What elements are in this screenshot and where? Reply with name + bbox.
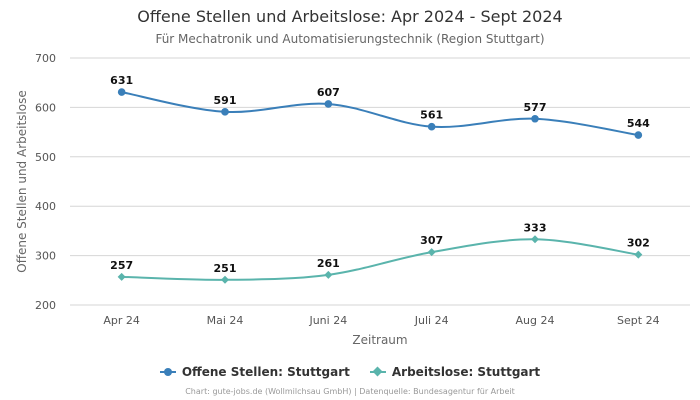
chart-credits: Chart: gute-jobs.de (Wollmilchsau GmbH) … — [185, 387, 515, 396]
line-chart: 200 300 400 500 600 700 Apr 24 Mai 24 Juni 24 Ju… — [15, 52, 690, 347]
legend-item-offene-stellen[interactable]: Offene Stellen: Stuttgart — [159, 365, 350, 379]
data-point-arbeitslose-juni-24[interactable] — [324, 270, 333, 279]
data-label-arbeitslose-apr-24: 257 — [110, 259, 133, 272]
data-point-arbeitslose-aug-24[interactable] — [531, 235, 539, 244]
chart-subtitle: Für Mechatronik und Automatisierungstech… — [155, 32, 545, 46]
data-label-offene-stellen-aug-24: 577 — [524, 101, 547, 114]
legend-diamond-icon — [369, 367, 386, 377]
series-line-offene-stellen — [121, 91, 639, 137]
data-point-offene-stellen-sept-24[interactable] — [634, 131, 643, 139]
data-point-offene-stellen-aug-24[interactable] — [531, 114, 539, 123]
grid-lines — [70, 57, 690, 306]
legend-label-offene-stellen: Offene Stellen: Stuttgart — [181, 365, 350, 379]
data-label-offene-stellen-juli-24: 561 — [420, 109, 443, 122]
x-tick-apr-24: Apr 24 — [103, 314, 140, 327]
data-point-offene-stellen-mai-24[interactable] — [221, 108, 229, 116]
data-label-arbeitslose-aug-24: 333 — [524, 221, 547, 234]
x-tick-aug-24: Aug 24 — [516, 314, 555, 327]
y-axis-ticks: 200 300 400 500 600 700 — [35, 52, 56, 312]
data-label-arbeitslose-sept-24: 302 — [627, 237, 650, 250]
y-tick-700: 700 — [35, 52, 56, 65]
y-axis-title: Offene Stellen und Arbeitslose — [15, 90, 29, 272]
legend-label-arbeitslose: Arbeitslose: Stuttgart — [391, 365, 541, 379]
y-tick-200: 200 — [35, 299, 56, 312]
data-label-arbeitslose-juli-24: 307 — [420, 234, 443, 247]
data-label-offene-stellen-sept-24: 544 — [627, 117, 650, 130]
data-point-arbeitslose-sept-24[interactable] — [634, 250, 643, 259]
x-axis-title: Zeitraum — [352, 333, 407, 347]
x-tick-sept-24: Sept 24 — [617, 314, 660, 327]
data-label-arbeitslose-mai-24: 251 — [214, 262, 237, 275]
data-point-offene-stellen-apr-24[interactable] — [117, 88, 126, 96]
series-lines — [117, 88, 643, 284]
y-tick-500: 500 — [35, 151, 56, 164]
data-point-arbeitslose-juli-24[interactable] — [427, 248, 436, 257]
series-line-arbeitslose — [121, 238, 639, 281]
data-label-arbeitslose-juni-24: 261 — [317, 257, 340, 270]
data-point-arbeitslose-apr-24[interactable] — [117, 272, 126, 281]
x-axis-ticks: Apr 24 Mai 24 Juni 24 Juli 24 Aug 24 Sept 24 — [103, 314, 659, 327]
legend-circle-icon — [159, 367, 176, 377]
x-tick-juli-24: Juli 24 — [414, 314, 449, 327]
data-point-arbeitslose-mai-24[interactable] — [221, 275, 229, 284]
data-label-offene-stellen-mai-24: 591 — [214, 94, 237, 107]
y-tick-600: 600 — [35, 101, 56, 114]
x-tick-mai-24: Mai 24 — [207, 314, 244, 327]
y-tick-300: 300 — [35, 250, 56, 263]
x-tick-juni-24: Juni 24 — [308, 314, 347, 327]
legend-item-arbeitslose[interactable]: Arbeitslose: Stuttgart — [369, 365, 541, 379]
data-label-offene-stellen-juni-24: 607 — [317, 86, 340, 99]
legend: Offene Stellen: Stuttgart Arbeitslose: S… — [0, 365, 700, 379]
data-point-offene-stellen-juni-24[interactable] — [324, 100, 333, 108]
chart-title: Offene Stellen und Arbeitslose: Apr 2024… — [137, 7, 563, 26]
data-point-offene-stellen-juli-24[interactable] — [427, 122, 436, 131]
data-labels: 631 591 607 561 577 544 257 251 261 307 333 302 — [110, 74, 650, 275]
data-label-offene-stellen-apr-24: 631 — [110, 74, 133, 87]
y-tick-400: 400 — [35, 200, 56, 213]
